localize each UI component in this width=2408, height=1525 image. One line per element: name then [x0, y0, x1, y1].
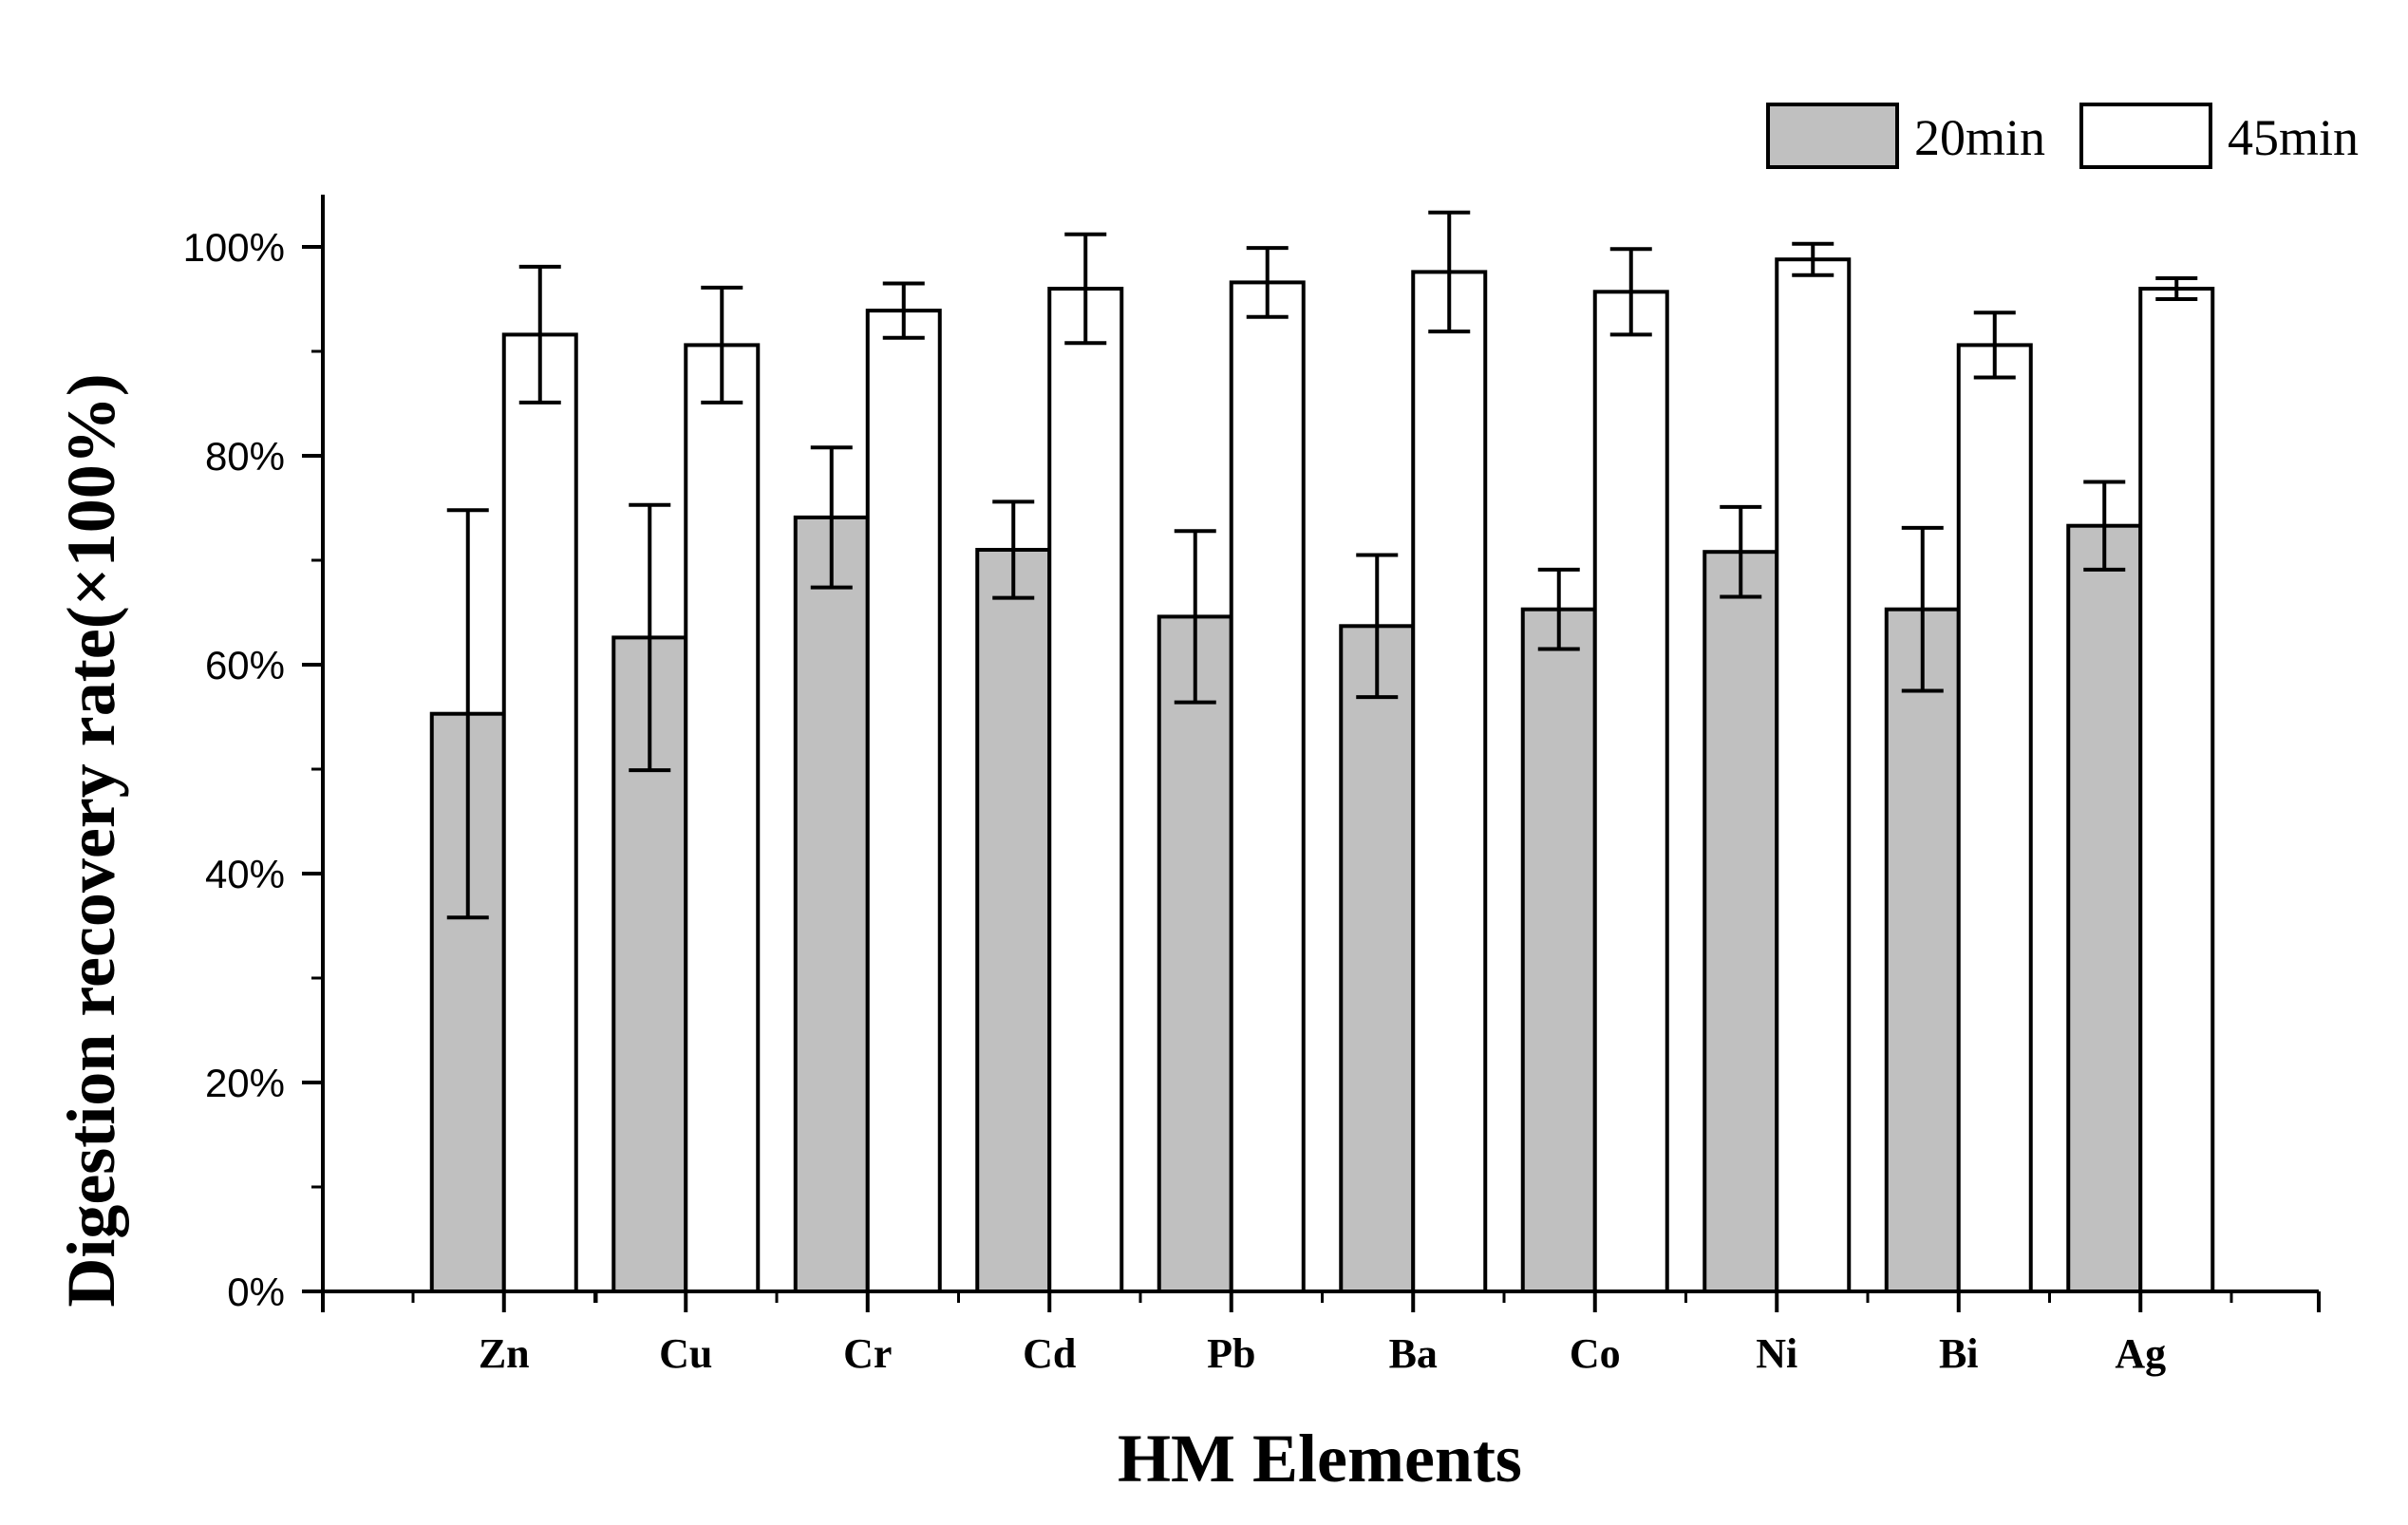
bars-layer — [429, 210, 2215, 1294]
y-axis-title: Digestion recovery rate(×100%) — [53, 373, 129, 1307]
error-bar-20min-Cr — [810, 445, 853, 590]
legend: 20min 45min — [1766, 103, 2359, 169]
bar-45min-Ag — [2138, 287, 2215, 1293]
y-tick-label: 0% — [227, 1270, 285, 1314]
error-bar-45min-Ag — [2155, 276, 2198, 301]
x-tick-label-Cd: Cd — [1023, 1330, 1076, 1377]
bar-45min-Bi — [1956, 343, 2033, 1293]
x-axis-title: HM Elements — [1118, 1421, 1522, 1497]
legend-swatch-45min — [2079, 103, 2212, 169]
axes-layer: Zn Cu Cr Cd Pb Ba Co Ni Bi Ag 0% 20% 40% 60% 80% 100% — [183, 195, 2321, 1377]
error-bar-20min-Co — [1537, 567, 1580, 651]
y-tick-label: 20% — [205, 1061, 285, 1105]
error-bar-45min-Cu — [701, 285, 743, 405]
error-bar-20min-Cd — [992, 499, 1035, 600]
bar-20min-Cd — [975, 548, 1052, 1293]
legend-label-20min: 20min — [1914, 109, 2045, 166]
bar-20min-Ba — [1339, 624, 1416, 1293]
bar-20min-Ag — [2066, 523, 2143, 1293]
bar-45min-Cd — [1047, 287, 1124, 1293]
y-tick-label: 100% — [183, 225, 285, 270]
bar-20min-Cr — [793, 515, 870, 1293]
x-tick-label-Ni: Ni — [1756, 1330, 1797, 1377]
bar-20min-Bi — [1884, 607, 1961, 1293]
x-tick-label-Cu: Cu — [659, 1330, 712, 1377]
x-tick-label-Co: Co — [1570, 1330, 1621, 1377]
y-tick-label: 60% — [205, 643, 285, 687]
bar-20min-Pb — [1157, 614, 1233, 1293]
bar-45min-Cr — [865, 309, 942, 1294]
bar-45min-Zn — [501, 332, 578, 1293]
y-tick-label: 80% — [205, 434, 285, 479]
error-bar-45min-Cr — [882, 281, 925, 340]
error-bar-45min-Zn — [518, 264, 561, 405]
x-tick-label-Bi: Bi — [1939, 1330, 1979, 1377]
bar-45min-Pb — [1229, 280, 1306, 1293]
error-bar-45min-Bi — [1973, 311, 2016, 380]
bar-45min-Ba — [1411, 270, 1488, 1293]
x-tick-label-Zn: Zn — [479, 1330, 530, 1377]
bar-45min-Ni — [1775, 257, 1852, 1294]
error-bar-45min-Ni — [1792, 241, 1834, 277]
error-bar-45min-Cd — [1064, 232, 1107, 346]
error-bar-20min-Zn — [446, 508, 489, 920]
error-bar-20min-Pb — [1174, 529, 1216, 705]
error-bar-45min-Ba — [1428, 210, 1471, 334]
x-tick-label-Pb: Pb — [1207, 1330, 1255, 1377]
error-bar-45min-Co — [1609, 247, 1652, 337]
legend-swatch-20min — [1766, 103, 1899, 169]
error-bar-20min-Ni — [1720, 504, 1762, 599]
y-tick-label: 40% — [205, 852, 285, 896]
bar-45min-Co — [1592, 290, 1669, 1293]
error-bar-20min-Ba — [1356, 553, 1399, 700]
error-bar-45min-Pb — [1246, 246, 1289, 319]
error-bar-20min-Ag — [2083, 480, 2126, 572]
bar-20min-Co — [1520, 607, 1597, 1293]
error-bar-20min-Cu — [629, 502, 671, 773]
legend-label-45min: 45min — [2228, 109, 2359, 166]
error-bar-20min-Bi — [1901, 525, 1944, 693]
x-tick-label-Cr: Cr — [843, 1330, 892, 1377]
bar-20min-Ni — [1703, 550, 1779, 1293]
bar-45min-Cu — [684, 343, 761, 1293]
x-tick-label-Ag: Ag — [2115, 1330, 2166, 1377]
x-tick-label-Ba: Ba — [1389, 1330, 1438, 1377]
